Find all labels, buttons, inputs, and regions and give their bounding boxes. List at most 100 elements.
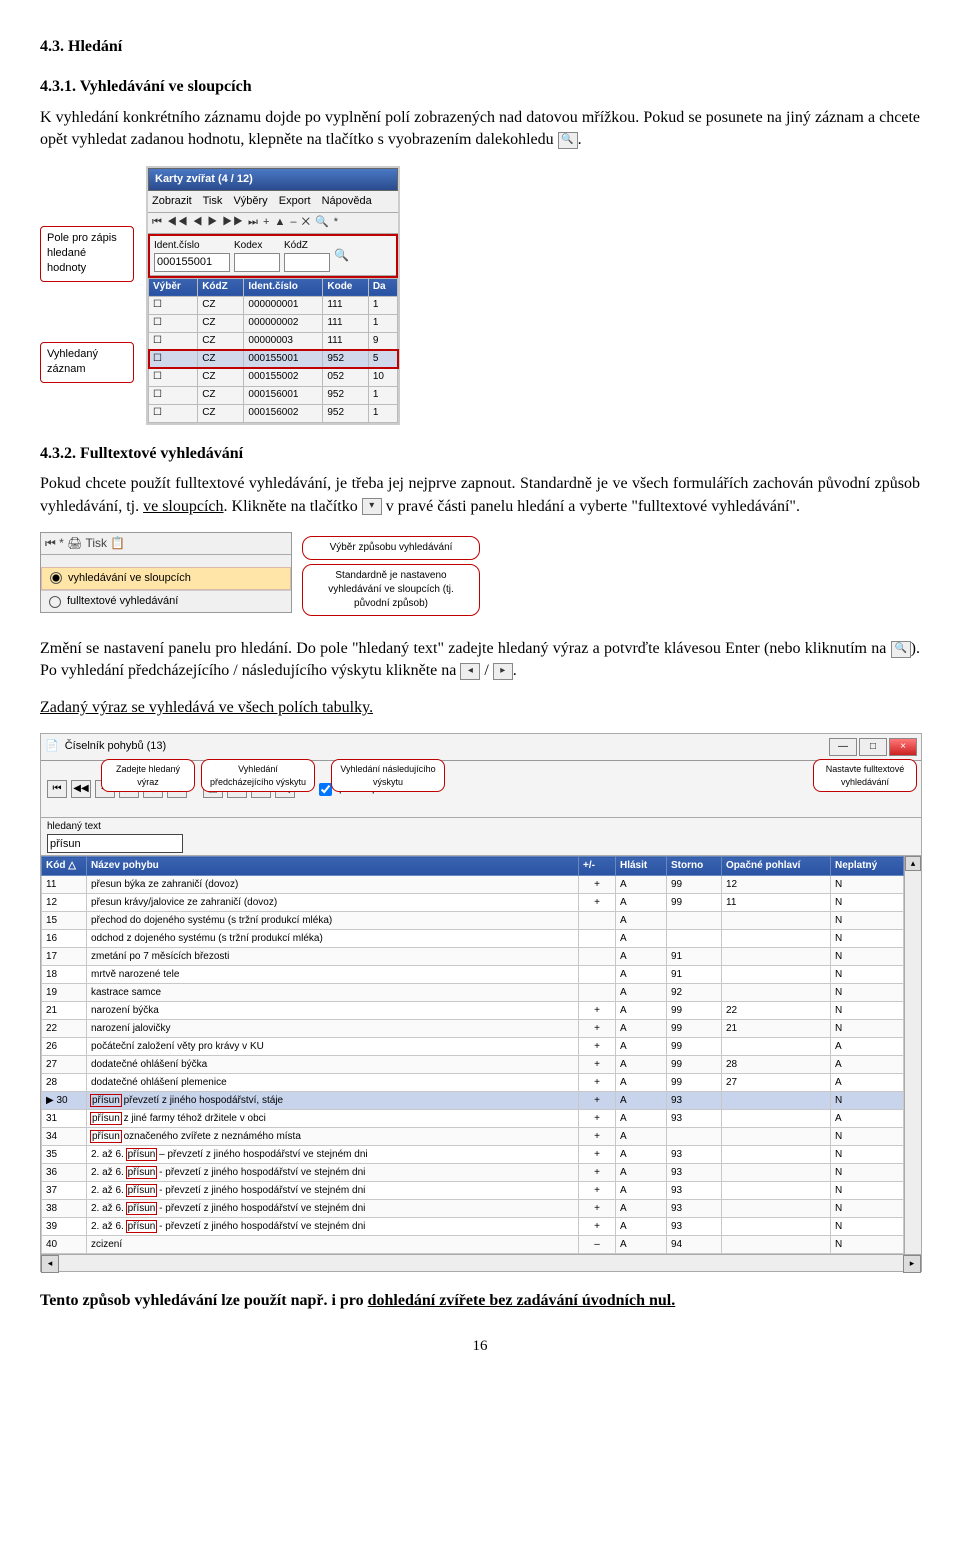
table-row[interactable]: 382. až 6. přísun - převzetí z jiného ho… bbox=[42, 1200, 904, 1218]
table-cell: A bbox=[616, 1218, 667, 1236]
fig3-filter-input[interactable] bbox=[47, 834, 183, 853]
table-cell bbox=[722, 1164, 831, 1182]
match-highlight: přísun bbox=[127, 1167, 157, 1178]
table-row[interactable]: 22narození jalovičky+A9921N bbox=[42, 1020, 904, 1038]
fig1-toolbar[interactable]: ⏮ ◀◀ ◀ ▶ ▶▶ ⏭ + ▲ – ✕ 🔍 * bbox=[148, 213, 398, 233]
table-row[interactable]: 18mrtvě narozené teleA91N bbox=[42, 966, 904, 984]
table-cell: přísun označeného zvířete z neznámého mí… bbox=[87, 1128, 579, 1146]
table-row[interactable]: ☐CZ0000000011111 bbox=[149, 296, 398, 314]
hscroll-right[interactable]: ▸ bbox=[903, 1255, 921, 1273]
table-cell: 99 bbox=[667, 894, 722, 912]
table-cell: 28 bbox=[42, 1074, 87, 1092]
hscroll-left[interactable]: ◂ bbox=[41, 1255, 59, 1273]
fig3-col-opacne[interactable]: Opačné pohlaví bbox=[722, 857, 831, 876]
table-row[interactable]: 28dodatečné ohlášení plemenice+A9927A bbox=[42, 1074, 904, 1092]
fig1-col-vyber[interactable]: Výběr bbox=[149, 278, 198, 296]
table-cell bbox=[722, 1236, 831, 1254]
table-cell: 10 bbox=[368, 368, 397, 386]
fig2-option-columns[interactable]: vyhledávání ve sloupcích bbox=[41, 567, 291, 590]
radio-off-icon bbox=[49, 596, 61, 608]
fig3-col-nazev[interactable]: Název pohybu bbox=[87, 857, 579, 876]
fig3-hscrollbar[interactable]: ◂ ▸ bbox=[41, 1254, 921, 1271]
fig1-col-ident[interactable]: Ident.číslo bbox=[244, 278, 323, 296]
table-cell: 91 bbox=[667, 966, 722, 984]
heading-4-3-2: 4.3.2. Fulltextové vyhledávání bbox=[40, 443, 920, 465]
table-row[interactable]: 17zmetání po 7 měsících březostiA91N bbox=[42, 948, 904, 966]
table-row[interactable]: ▶ 30přísun převzetí z jiného hospodářstv… bbox=[42, 1092, 904, 1110]
para3-end: . bbox=[513, 662, 517, 679]
close-button[interactable]: × bbox=[889, 738, 917, 756]
menu-vybery[interactable]: Výběry bbox=[233, 195, 267, 207]
minimize-button[interactable]: — bbox=[829, 738, 857, 756]
table-cell: 92 bbox=[667, 984, 722, 1002]
menu-export[interactable]: Export bbox=[279, 195, 311, 207]
nav-prevpage[interactable]: ◀◀ bbox=[71, 780, 91, 798]
fig3-col-kod[interactable]: Kód △ bbox=[42, 857, 87, 876]
fig1-input-kodex[interactable] bbox=[234, 253, 280, 272]
table-row[interactable]: ☐CZ0001550019525 bbox=[149, 350, 398, 368]
menu-napoveda[interactable]: Nápověda bbox=[322, 195, 372, 207]
table-cell: N bbox=[831, 1200, 904, 1218]
fig1-lbl-kodz: KódZ bbox=[284, 239, 330, 253]
fig2-toolbar[interactable]: ⏮ * 🖨 Tisk 📋 bbox=[41, 533, 291, 555]
heading-4-3: 4.3. Hledání bbox=[40, 36, 920, 58]
table-row[interactable]: 15přechod do dojeného systému (s tržní p… bbox=[42, 912, 904, 930]
table-row[interactable]: 19kastrace samceA92N bbox=[42, 984, 904, 1002]
table-cell: A bbox=[616, 1128, 667, 1146]
dropdown-arrow-icon: ▾ bbox=[362, 498, 382, 515]
fig1-col-da[interactable]: Da bbox=[368, 278, 397, 296]
table-row[interactable]: 372. až 6. přísun - převzetí z jiného ho… bbox=[42, 1182, 904, 1200]
table-cell bbox=[722, 912, 831, 930]
fig1-search-icon[interactable]: 🔍 bbox=[334, 247, 349, 264]
table-row[interactable]: ☐CZ0000000021111 bbox=[149, 314, 398, 332]
table-cell: N bbox=[831, 1182, 904, 1200]
fig3-col-storno[interactable]: Storno bbox=[667, 857, 722, 876]
paragraph-5: Tento způsob vyhledávání lze použít např… bbox=[40, 1290, 920, 1312]
fig1-input-ident[interactable] bbox=[154, 253, 230, 272]
para1-text: K vyhledání konkrétního záznamu dojde po… bbox=[40, 109, 920, 148]
table-row[interactable]: ☐CZ000000031119 bbox=[149, 332, 398, 350]
table-cell: CZ bbox=[198, 350, 244, 368]
table-cell: ☐ bbox=[149, 296, 198, 314]
menu-tisk[interactable]: Tisk bbox=[203, 195, 223, 207]
table-row[interactable]: ☐CZ0001560019521 bbox=[149, 386, 398, 404]
fig1-grid: Výběr KódZ Ident.číslo Kode Da ☐CZ000000… bbox=[148, 278, 398, 423]
para3-a: Změní se nastavení panelu pro hledání. D… bbox=[40, 640, 891, 657]
table-row[interactable]: 11přesun býka ze zahraničí (dovoz)+A9912… bbox=[42, 876, 904, 894]
maximize-button[interactable]: □ bbox=[859, 738, 887, 756]
fig1-col-kode[interactable]: Kode bbox=[323, 278, 368, 296]
fig3-col-plus[interactable]: +/- bbox=[579, 857, 616, 876]
table-row[interactable]: 26počáteční založení věty pro krávy v KU… bbox=[42, 1038, 904, 1056]
table-cell: 952 bbox=[323, 404, 368, 422]
table-row[interactable]: 34přísun označeného zvířete z neznámého … bbox=[42, 1128, 904, 1146]
table-row[interactable]: 16odchod z dojeného systému (s tržní pro… bbox=[42, 930, 904, 948]
menu-zobrazit[interactable]: Zobrazit bbox=[152, 195, 192, 207]
fig3-vscrollbar[interactable]: ▴ bbox=[904, 856, 921, 1254]
table-row[interactable]: 392. až 6. přísun - převzetí z jiného ho… bbox=[42, 1218, 904, 1236]
table-row[interactable]: 21narození býčka+A9922N bbox=[42, 1002, 904, 1020]
table-cell: odchod z dojeného systému (s tržní produ… bbox=[87, 930, 579, 948]
table-cell: přesun krávy/jalovice ze zahraničí (dovo… bbox=[87, 894, 579, 912]
fig1-col-kodz[interactable]: KódZ bbox=[198, 278, 244, 296]
table-row[interactable]: 40zcizení–A94N bbox=[42, 1236, 904, 1254]
fig1-input-kodz[interactable] bbox=[284, 253, 330, 272]
table-row[interactable]: 31přísun z jiné farmy téhož držitele v o… bbox=[42, 1110, 904, 1128]
table-cell: + bbox=[579, 1002, 616, 1020]
table-row[interactable]: 27dodatečné ohlášení býčka+A9928A bbox=[42, 1056, 904, 1074]
table-row[interactable]: 352. až 6. přísun – převzetí z jiného ho… bbox=[42, 1146, 904, 1164]
table-row[interactable]: ☐CZ0001560029521 bbox=[149, 404, 398, 422]
fig1-menubar[interactable]: Zobrazit Tisk Výběry Export Nápověda bbox=[148, 191, 398, 213]
table-cell: + bbox=[579, 1218, 616, 1236]
table-row[interactable]: 362. až 6. přísun - převzetí z jiného ho… bbox=[42, 1164, 904, 1182]
nav-first[interactable]: ⏮ bbox=[47, 780, 67, 798]
fig1-callouts: Pole pro zápis hledané hodnoty Vyhledaný… bbox=[40, 166, 134, 383]
fig2-option-fulltext[interactable]: fulltextové vyhledávání bbox=[41, 590, 291, 612]
fig3-col-hlasit[interactable]: Hlásit bbox=[616, 857, 667, 876]
table-row[interactable]: 12přesun krávy/jalovice ze zahraničí (do… bbox=[42, 894, 904, 912]
table-cell bbox=[579, 948, 616, 966]
table-row[interactable]: ☐CZ00015500205210 bbox=[149, 368, 398, 386]
table-cell: N bbox=[831, 1236, 904, 1254]
fig3-col-neplatny[interactable]: Neplatný bbox=[831, 857, 904, 876]
table-cell bbox=[722, 930, 831, 948]
fig1-callout-bottom: Vyhledaný záznam bbox=[40, 342, 134, 383]
